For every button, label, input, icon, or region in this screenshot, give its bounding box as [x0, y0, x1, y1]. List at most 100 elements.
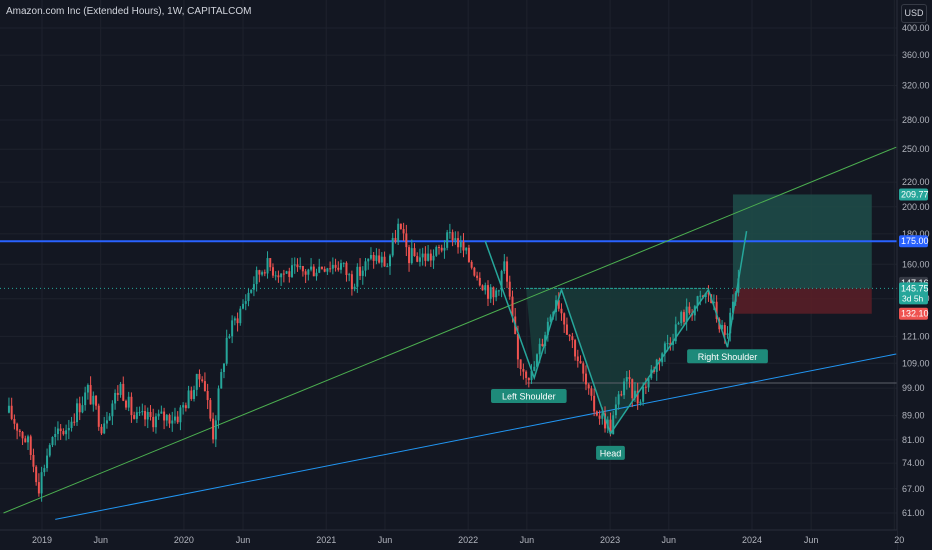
candle — [437, 244, 440, 255]
candle — [614, 396, 617, 419]
price-label-bg — [899, 307, 928, 320]
candle — [519, 359, 522, 376]
candle — [176, 411, 179, 424]
candle — [625, 370, 628, 390]
candle — [242, 299, 245, 310]
candle — [389, 253, 392, 275]
candle-body — [239, 308, 242, 324]
candle-body — [334, 264, 337, 268]
candle-body — [380, 256, 383, 263]
pattern-label-bg — [596, 445, 625, 460]
candle-body — [258, 270, 261, 275]
candle-body — [454, 238, 457, 241]
candle — [214, 415, 217, 448]
candle — [593, 388, 596, 417]
candle — [677, 321, 680, 325]
candle — [258, 269, 261, 283]
candle-body — [432, 255, 435, 261]
candle — [13, 414, 16, 430]
candle — [37, 473, 40, 497]
candle — [301, 265, 304, 277]
candle — [486, 280, 489, 307]
candle-body — [135, 412, 138, 419]
candle — [201, 376, 204, 383]
candle-body — [84, 392, 87, 406]
candle — [310, 258, 313, 272]
candle-body — [625, 377, 628, 382]
candle-body — [631, 379, 634, 399]
candle-body — [644, 386, 647, 388]
candle-body — [263, 272, 266, 274]
candle-body — [10, 405, 13, 419]
lower-trendline — [55, 353, 897, 520]
candle — [228, 333, 231, 339]
candle — [16, 422, 19, 440]
candle — [359, 258, 362, 280]
y-tick-label: 360.00 — [902, 50, 930, 60]
candle-body — [299, 266, 302, 268]
candle — [149, 405, 152, 421]
candle — [408, 244, 411, 272]
candle-body — [212, 418, 215, 440]
candle-body — [484, 285, 487, 291]
candle — [462, 233, 465, 258]
candle — [522, 363, 525, 380]
candle — [114, 389, 117, 410]
candle — [291, 257, 294, 279]
candle — [372, 251, 375, 269]
currency-button[interactable]: USD — [901, 4, 927, 23]
candle — [43, 464, 46, 477]
candle-body — [171, 420, 174, 424]
candle — [557, 292, 560, 312]
candle — [168, 413, 171, 428]
candle-body — [220, 372, 223, 389]
candle — [397, 218, 400, 246]
candle — [46, 448, 49, 472]
candle — [503, 254, 506, 274]
candle-body — [677, 323, 680, 325]
candle-body — [345, 262, 348, 275]
candle-body — [383, 256, 386, 267]
candle-body — [617, 394, 620, 405]
candle-body — [410, 248, 413, 264]
candle-body — [18, 430, 21, 432]
uptrend-line — [3, 146, 897, 514]
candle-body — [231, 320, 234, 337]
candle-body — [672, 341, 675, 345]
candle — [525, 370, 528, 385]
candle-body — [421, 253, 424, 258]
pattern-label: Left Shoulder — [491, 389, 567, 404]
candle — [484, 282, 487, 295]
candle-body — [557, 300, 560, 309]
candle-body — [459, 241, 462, 248]
candle-body — [372, 254, 375, 261]
candle-body — [86, 385, 89, 393]
candle-body — [628, 377, 631, 380]
candle-body — [429, 253, 432, 261]
candle — [386, 263, 389, 268]
candle-body — [497, 290, 500, 292]
candle-body — [571, 336, 574, 341]
price-label-bg — [899, 235, 928, 248]
candle — [51, 436, 54, 448]
candle-body — [418, 257, 421, 262]
candle-body — [27, 436, 30, 443]
candle — [70, 416, 73, 432]
x-tick-label: 2023 — [600, 535, 620, 545]
candle — [326, 267, 329, 275]
candle — [432, 249, 435, 269]
candle-body — [266, 258, 269, 274]
candle-body — [32, 454, 35, 467]
candle — [729, 308, 732, 342]
candle-body — [323, 268, 326, 272]
candle-body — [715, 301, 718, 319]
candle — [163, 407, 166, 430]
candle — [685, 298, 688, 331]
candle-body — [443, 247, 446, 251]
candle — [378, 248, 381, 264]
y-tick-label: 220.00 — [902, 177, 930, 187]
candle — [203, 372, 206, 392]
candle-body — [138, 412, 141, 414]
candle — [135, 406, 138, 423]
